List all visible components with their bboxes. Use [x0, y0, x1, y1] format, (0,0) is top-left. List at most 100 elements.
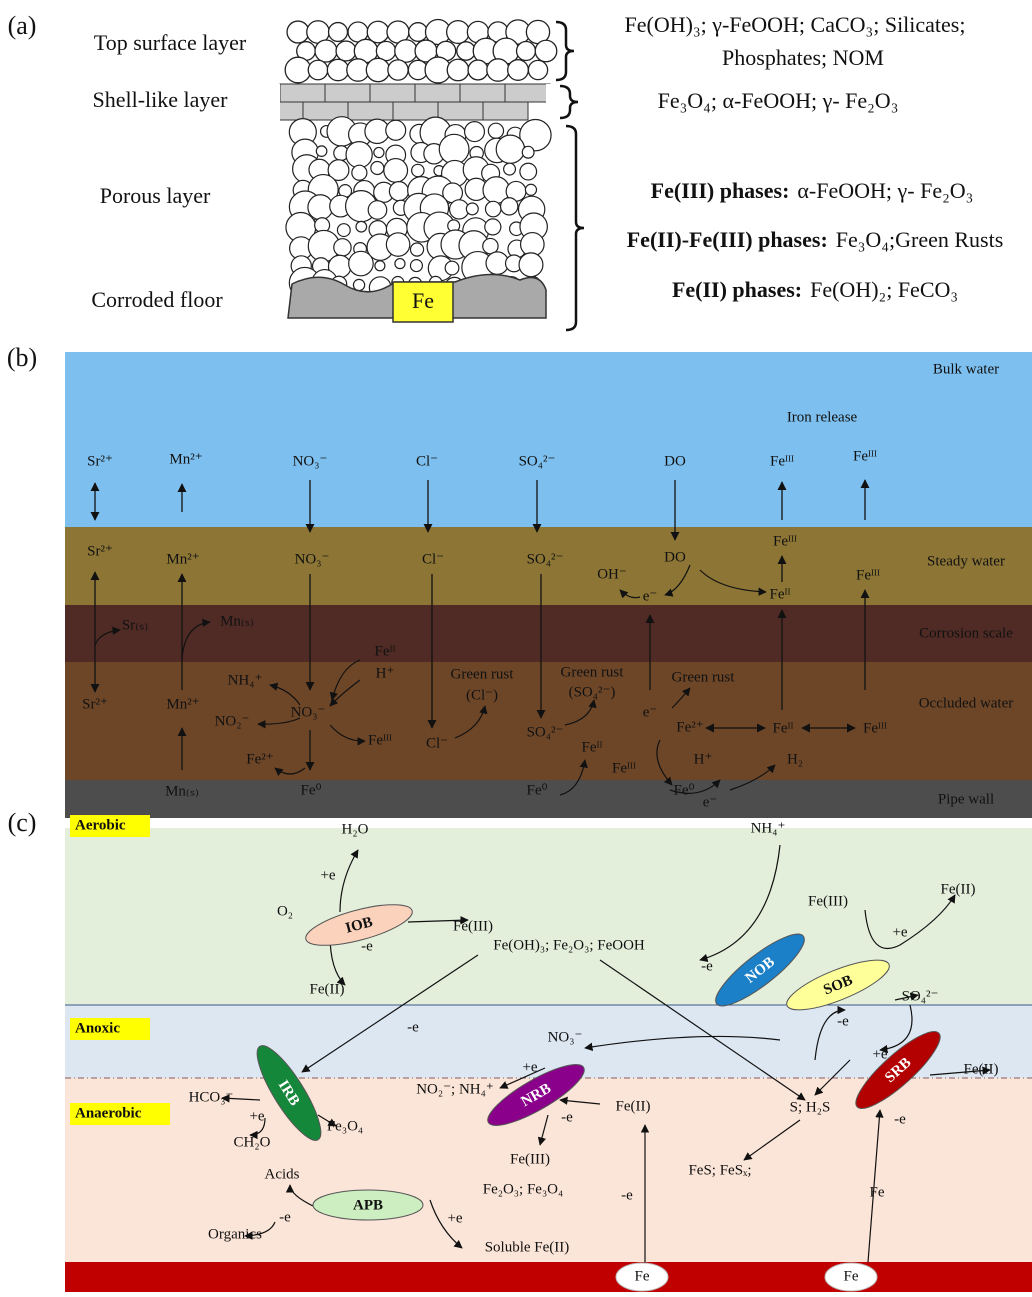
species-label: FeS; FeSₓ;	[688, 1162, 751, 1178]
pore	[445, 261, 459, 275]
species-label: -e	[837, 1013, 849, 1029]
deposit-grain	[528, 60, 547, 79]
species-label: Fe₂O₃; Fe₃O₄	[483, 1181, 564, 1197]
species-label: -e	[407, 1019, 419, 1035]
pore	[334, 239, 351, 256]
deposit-grain	[508, 60, 529, 81]
species-label: Fe(OH)₃; Fe₂O₃; FeOOH	[493, 937, 645, 953]
species-label: Green rust	[561, 664, 625, 680]
pore	[496, 135, 524, 163]
phase-line: Fe(II) phases:Fe(OH)₂; FeCO₃	[672, 277, 958, 302]
pore	[501, 198, 518, 215]
species-label: Fe⁰	[673, 782, 694, 798]
species-label: +e	[320, 867, 335, 883]
zone-band	[65, 780, 1032, 818]
species-label: Mn²⁺	[169, 451, 202, 467]
fe-source-label: Fe	[844, 1268, 859, 1284]
pore	[465, 122, 485, 142]
deposit-grain	[447, 59, 469, 81]
species-label: O₂	[277, 903, 293, 919]
species-label: -e	[894, 1111, 906, 1127]
shell-brick	[438, 102, 483, 120]
species-label: Fe(III)	[453, 918, 493, 934]
pore	[395, 259, 405, 269]
species-label: -e	[621, 1187, 633, 1203]
pore	[412, 164, 424, 176]
species-label: Mn₍ₛ₎	[165, 783, 199, 799]
pore	[375, 261, 385, 271]
panel-a: (a)FeTop surface layerShell-like layerPo…	[8, 11, 1004, 330]
species-label: Mn²⁺	[166, 551, 199, 567]
species-label: e⁻	[643, 704, 658, 720]
species-label: Green rust	[451, 666, 515, 682]
iron-release-label: Iron release	[787, 409, 858, 425]
pore	[504, 163, 516, 175]
phase-name: Fe(III) phases:	[651, 178, 790, 203]
species-label: Fe(III)	[510, 1151, 550, 1167]
deposit-grain	[517, 42, 536, 61]
zone-label: Anoxic	[75, 1020, 120, 1036]
species-label: SO₄²⁻	[519, 453, 556, 469]
species-label: +e	[249, 1108, 264, 1124]
pore	[410, 260, 422, 272]
species-label: Fe(II)	[964, 1061, 999, 1077]
species-label: Fe(II)	[310, 981, 345, 997]
species-label: Sr₍ₛ₎	[122, 617, 148, 633]
phase-line: Fe(II)-Fe(III) phases:Fe₃O₄;Green Rusts	[627, 227, 1004, 252]
species-label: NO₂⁻; NH₄⁺	[416, 1081, 494, 1097]
pore	[386, 120, 406, 140]
shell-brick	[325, 84, 370, 102]
pore	[384, 159, 408, 183]
deposit-grain	[409, 23, 428, 42]
deposit-grain	[457, 42, 475, 60]
shell-brick	[415, 84, 460, 102]
species-label: Fe²⁺	[246, 751, 273, 767]
species-label: SO₄²⁻	[527, 724, 564, 740]
species-label: Mn₍ₛ₎	[220, 613, 254, 629]
panel-label: (b)	[7, 343, 37, 372]
species-label: H⁺	[694, 751, 713, 767]
species-label: +e	[872, 1046, 887, 1062]
zone-band	[65, 828, 1032, 1005]
deposit-grain	[535, 40, 557, 62]
deposit-grain	[388, 60, 408, 80]
pore	[525, 184, 536, 195]
pore	[374, 147, 384, 157]
deposit-grain	[336, 41, 356, 61]
pore	[371, 162, 384, 175]
species-label: Fe	[870, 1184, 885, 1200]
phase-species: Fe(OH)₂; FeCO₃	[810, 277, 958, 302]
shell-brick	[280, 84, 325, 102]
species-label: -e	[701, 958, 713, 974]
zone-label: Anaerobic	[75, 1105, 142, 1121]
species-label: NH₄⁺	[751, 820, 786, 836]
composition: Fe₃O₄; α-FeOOH; γ- Fe₂O₃	[658, 88, 899, 113]
shell-brick	[370, 84, 415, 102]
deposit-grain	[287, 21, 309, 43]
species-label: -e	[561, 1109, 573, 1125]
deposit-grain	[315, 40, 337, 62]
shell-brick	[483, 102, 528, 120]
species-label: DO	[664, 549, 686, 565]
species-label: Feᴵᴵᴵ	[368, 732, 392, 748]
species-label: e⁻	[643, 588, 658, 604]
layer-label: Porous layer	[100, 183, 211, 208]
zone-band	[65, 352, 1032, 527]
bacterium: APB	[313, 1190, 423, 1220]
zone-label: Bulk water	[933, 361, 999, 377]
deposit-grain	[308, 60, 328, 80]
phase-line: Fe(III) phases:α-FeOOH; γ- Fe₂O₃	[651, 178, 974, 203]
layer-label: Top surface layer	[94, 30, 247, 55]
species-label: H₂	[787, 751, 803, 767]
pore	[316, 146, 327, 157]
species-label: Sr²⁺	[87, 543, 113, 559]
species-label: Organics	[208, 1226, 262, 1242]
species-label: Fe⁰	[526, 782, 547, 798]
deposit-grain	[329, 23, 348, 42]
zone-label: Aerobic	[75, 817, 126, 833]
species-label: Fe(II)	[616, 1098, 651, 1114]
species-label: H₂O	[342, 821, 369, 837]
pore	[368, 201, 387, 220]
